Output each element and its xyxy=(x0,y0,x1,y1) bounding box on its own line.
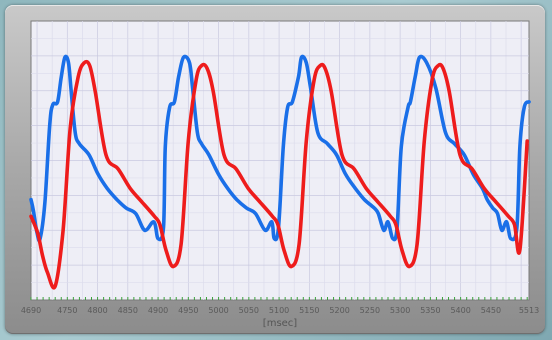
x-tick-label: 4690 xyxy=(21,306,41,315)
x-axis-ticks: 4690 4750 4800 4850 4900 4950 5000 5050 5100 5150… xyxy=(21,297,539,315)
x-tick-label: 5050 xyxy=(239,306,259,315)
x-tick-label: 5000 xyxy=(208,306,228,315)
x-tick-label: 5400 xyxy=(450,306,470,315)
x-tick-label: 5200 xyxy=(329,306,349,315)
x-tick-label: 5300 xyxy=(390,306,410,315)
x-tick-label: 4800 xyxy=(87,306,107,315)
x-tick-label: 5513 xyxy=(519,306,539,315)
x-tick-label: 5350 xyxy=(420,306,440,315)
x-tick-label: 4900 xyxy=(148,306,168,315)
x-tick-label: 5250 xyxy=(360,306,380,315)
x-tick-label: 4950 xyxy=(178,306,198,315)
series-line-2 xyxy=(29,59,529,290)
x-tick-label: 4750 xyxy=(57,306,77,315)
grid-lines xyxy=(31,21,529,300)
x-tick-label: 5450 xyxy=(481,306,501,315)
x-axis-label: [msec] xyxy=(263,318,298,329)
x-tick-label: 5100 xyxy=(269,306,289,315)
x-tick-label: 4850 xyxy=(118,306,138,315)
x-tick-label: 5150 xyxy=(299,306,319,315)
series-group xyxy=(29,54,531,290)
series-line-1 xyxy=(29,54,531,243)
